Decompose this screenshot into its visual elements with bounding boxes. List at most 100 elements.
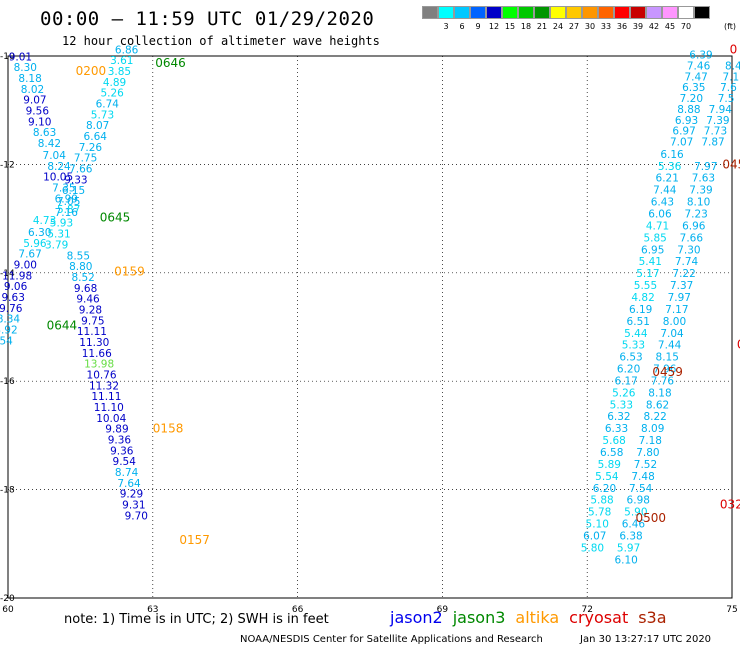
swh-value-label: 8.62 [646,399,669,411]
legend-swatch [422,6,438,19]
swh-value-label: 6.93 [675,115,698,127]
swh-value-label: 6.99 [55,193,78,205]
swh-value-label: 7.97 [694,161,717,173]
swh-value-label: 7.26 [79,142,103,154]
x-tick-label: 69 [437,605,449,615]
swh-value-label: 11.10 [94,402,124,414]
swh-value-label: 8.4 [725,61,740,73]
legend-tick-label: 12 [488,22,500,31]
swh-value-label: 6.32 [607,411,630,423]
swh-value-label: 7.04 [43,150,67,162]
swh-value-label: 5.85 [643,232,666,244]
swh-value-label: 7.18 [639,435,662,447]
swh-value-label: 6.06 [648,209,672,221]
x-tick-label: 63 [147,605,158,615]
swh-value-label: 9.01 [9,51,32,63]
swh-value-label: 6.20 [617,364,640,376]
swh-value-label: 9.29 [120,489,143,501]
swh-value-label: 8.30 [14,62,37,74]
legend-tick-label: 42 [648,22,660,31]
swh-value-label: 7.20 [680,93,703,105]
swh-value-label: 9.10 [28,116,51,128]
swh-value-label: 5.44 [624,328,648,340]
y-tick-label: -10 [0,52,15,62]
legend-tick-label: 45 [664,22,676,31]
swh-value-label: 5.78 [588,507,611,519]
swh-value-label: 7.66 [69,164,93,176]
swh-value-label: 11.32 [89,380,119,392]
swh-value-label: 8.55 [67,250,90,262]
swh-value-label: 5.87 [57,204,80,216]
swh-value-label: 6.97 [672,126,695,138]
swh-value-label: 8.63 [33,127,56,139]
pass-time-label: 0646 [155,56,186,70]
swh-value-label: 8.92 [0,325,18,337]
legend-swatch [662,6,678,19]
legend-tick-label: 6 [459,22,465,31]
legend-swatch [518,6,534,19]
swh-value-label: 9.76 [0,303,23,315]
y-tick-label: -12 [0,160,15,170]
x-tick-label: 66 [292,605,304,615]
swh-value-label: 6.74 [96,98,120,110]
swh-value-label: 11.66 [82,348,112,360]
swh-value-label: 6.19 [629,304,652,316]
swh-value-label: 9.54 [113,456,137,468]
legend-tick-label: 9 [475,22,481,31]
page-title: 00:00 – 11:59 UTC 01/29/2020 [40,8,375,30]
legend-swatch [502,6,518,19]
swh-value-label: 5.54 [595,471,619,483]
swh-value-label: 6.33 [605,423,628,435]
swh-value-label: 7.44 [653,185,677,197]
swh-value-label: 11.30 [79,337,109,349]
swh-value-label: 5.89 [598,459,621,471]
swh-value-label: 5.90 [624,507,647,519]
swh-value-label: 6.46 [622,519,646,531]
swh-value-label: 7.76 [651,375,675,387]
swh-value-label: 7.46 [687,61,711,73]
swh-value-label: 9.63 [2,292,25,304]
swh-value-label: 7.05 [57,196,80,208]
legend-tick-label: 36 [616,22,628,31]
swh-value-label: 8.10 [687,197,710,209]
swh-value-label: 7.47 [684,71,707,83]
legend-swatch [454,6,470,19]
swh-value-label: 9.36 [108,435,132,447]
swh-value-label: 8.22 [643,411,666,423]
pass-time-label: 032 [720,498,740,512]
legend-swatch [438,6,454,19]
legend-swatch [550,6,566,19]
swh-value-label: 5.26 [100,88,124,100]
swh-value-label: 9.68 [74,283,97,295]
swh-value-label: 7.37 [670,280,693,292]
y-tick-label: -18 [0,486,15,496]
swh-value-label: 7.35 [52,183,75,195]
satellite-legend-s3a: s3a [638,608,667,627]
swh-value-label: 7.63 [692,173,715,185]
note-text: note: 1) Time is in UTC; 2) SWH is in fe… [64,612,329,627]
swh-value-label: 6.07 [583,530,606,542]
swh-value-label: 6.53 [619,352,642,364]
pass-time-label: 0 [730,42,738,56]
pass-time-label: 0500 [635,511,666,525]
pass-time-label: 0158 [153,422,184,436]
plot-frame [7,55,733,599]
swh-value-label: 5.36 [658,161,682,173]
swh-value-label: 7.52 [634,459,657,471]
legend-swatch [582,6,598,19]
swh-value-label: 7.6 [720,82,737,94]
swh-value-label: 6.30 [28,227,51,239]
swh-value-label: 10.05 [43,172,73,184]
pass-time-label: 0645 [100,210,131,224]
swh-value-label: 3.79 [45,239,68,251]
swh-value-label: 7.64 [117,478,141,490]
swh-value-label: 7.67 [18,249,41,261]
swh-value-label: 9.46 [76,294,100,306]
swh-value-label: 8.42 [38,138,61,150]
swh-value-label: 5.10 [586,519,609,531]
swh-value-label: 5.31 [47,229,70,241]
swh-value-label: 6.64 [84,131,108,143]
legend-tick-label: 39 [632,22,644,31]
pass-time-label: 0459 [652,365,683,379]
legend-tick-label: 70 [680,22,692,31]
